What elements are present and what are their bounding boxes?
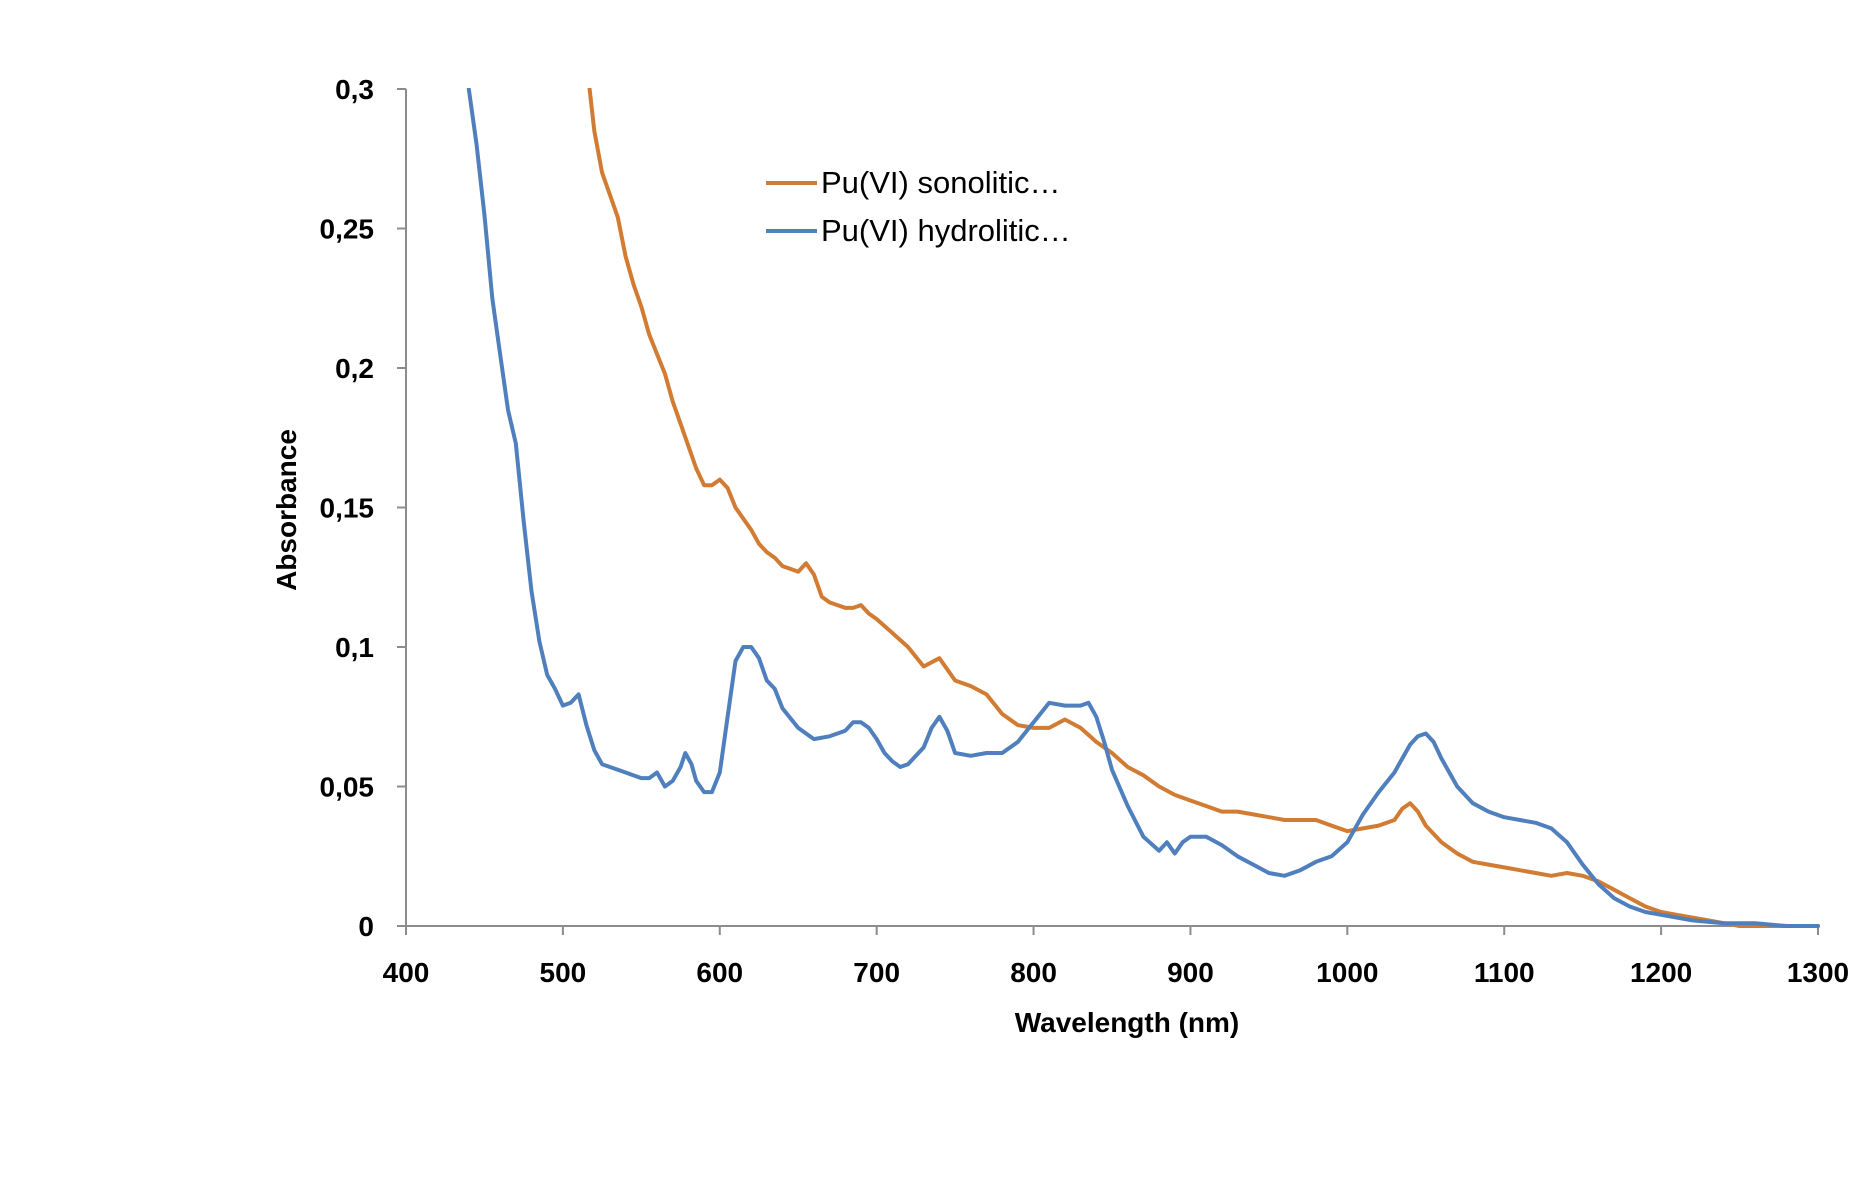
series-line-hydrolitic <box>466 88 1820 928</box>
legend: Pu(VI) sonolitic… Pu(VI) hydrolitic… <box>766 165 1071 248</box>
x-tick-label: 1000 <box>1316 957 1378 988</box>
y-axis: 0 0,05 0,1 0,15 0,2 0,25 0,3 <box>320 74 407 942</box>
x-tick-label: 1100 <box>1474 957 1535 988</box>
x-tick-label: 500 <box>540 957 587 988</box>
x-tick-label: 1200 <box>1630 957 1692 988</box>
x-tick-label: 800 <box>1010 957 1057 988</box>
y-tick-label: 0,25 <box>320 214 375 245</box>
x-axis-title: Wavelength (nm) <box>1015 1007 1240 1038</box>
x-tick-label: 400 <box>383 957 430 988</box>
x-tick-label: 600 <box>696 957 743 988</box>
legend-label-hydrolitic: Pu(VI) hydrolitic… <box>821 213 1071 248</box>
y-tick-label: 0,15 <box>320 493 375 524</box>
y-tick-label: 0,1 <box>335 632 374 663</box>
y-tick-label: 0,05 <box>320 772 375 803</box>
x-tick-label: 1300 <box>1787 957 1849 988</box>
x-tick-label: 900 <box>1167 957 1214 988</box>
y-tick-label: 0,2 <box>335 353 374 384</box>
y-tick-label: 0,3 <box>335 74 374 105</box>
y-axis-title: Absorbance <box>271 429 302 591</box>
y-tick-label: 0 <box>358 911 374 942</box>
legend-label-sonolitic: Pu(VI) sonolitic… <box>821 165 1060 200</box>
x-tick-label: 700 <box>853 957 900 988</box>
x-axis: 400 500 600 700 800 900 1000 1100 1200 1300 <box>383 925 1849 988</box>
series-line-sonolitic <box>587 88 1820 928</box>
series-layer <box>466 88 1820 928</box>
